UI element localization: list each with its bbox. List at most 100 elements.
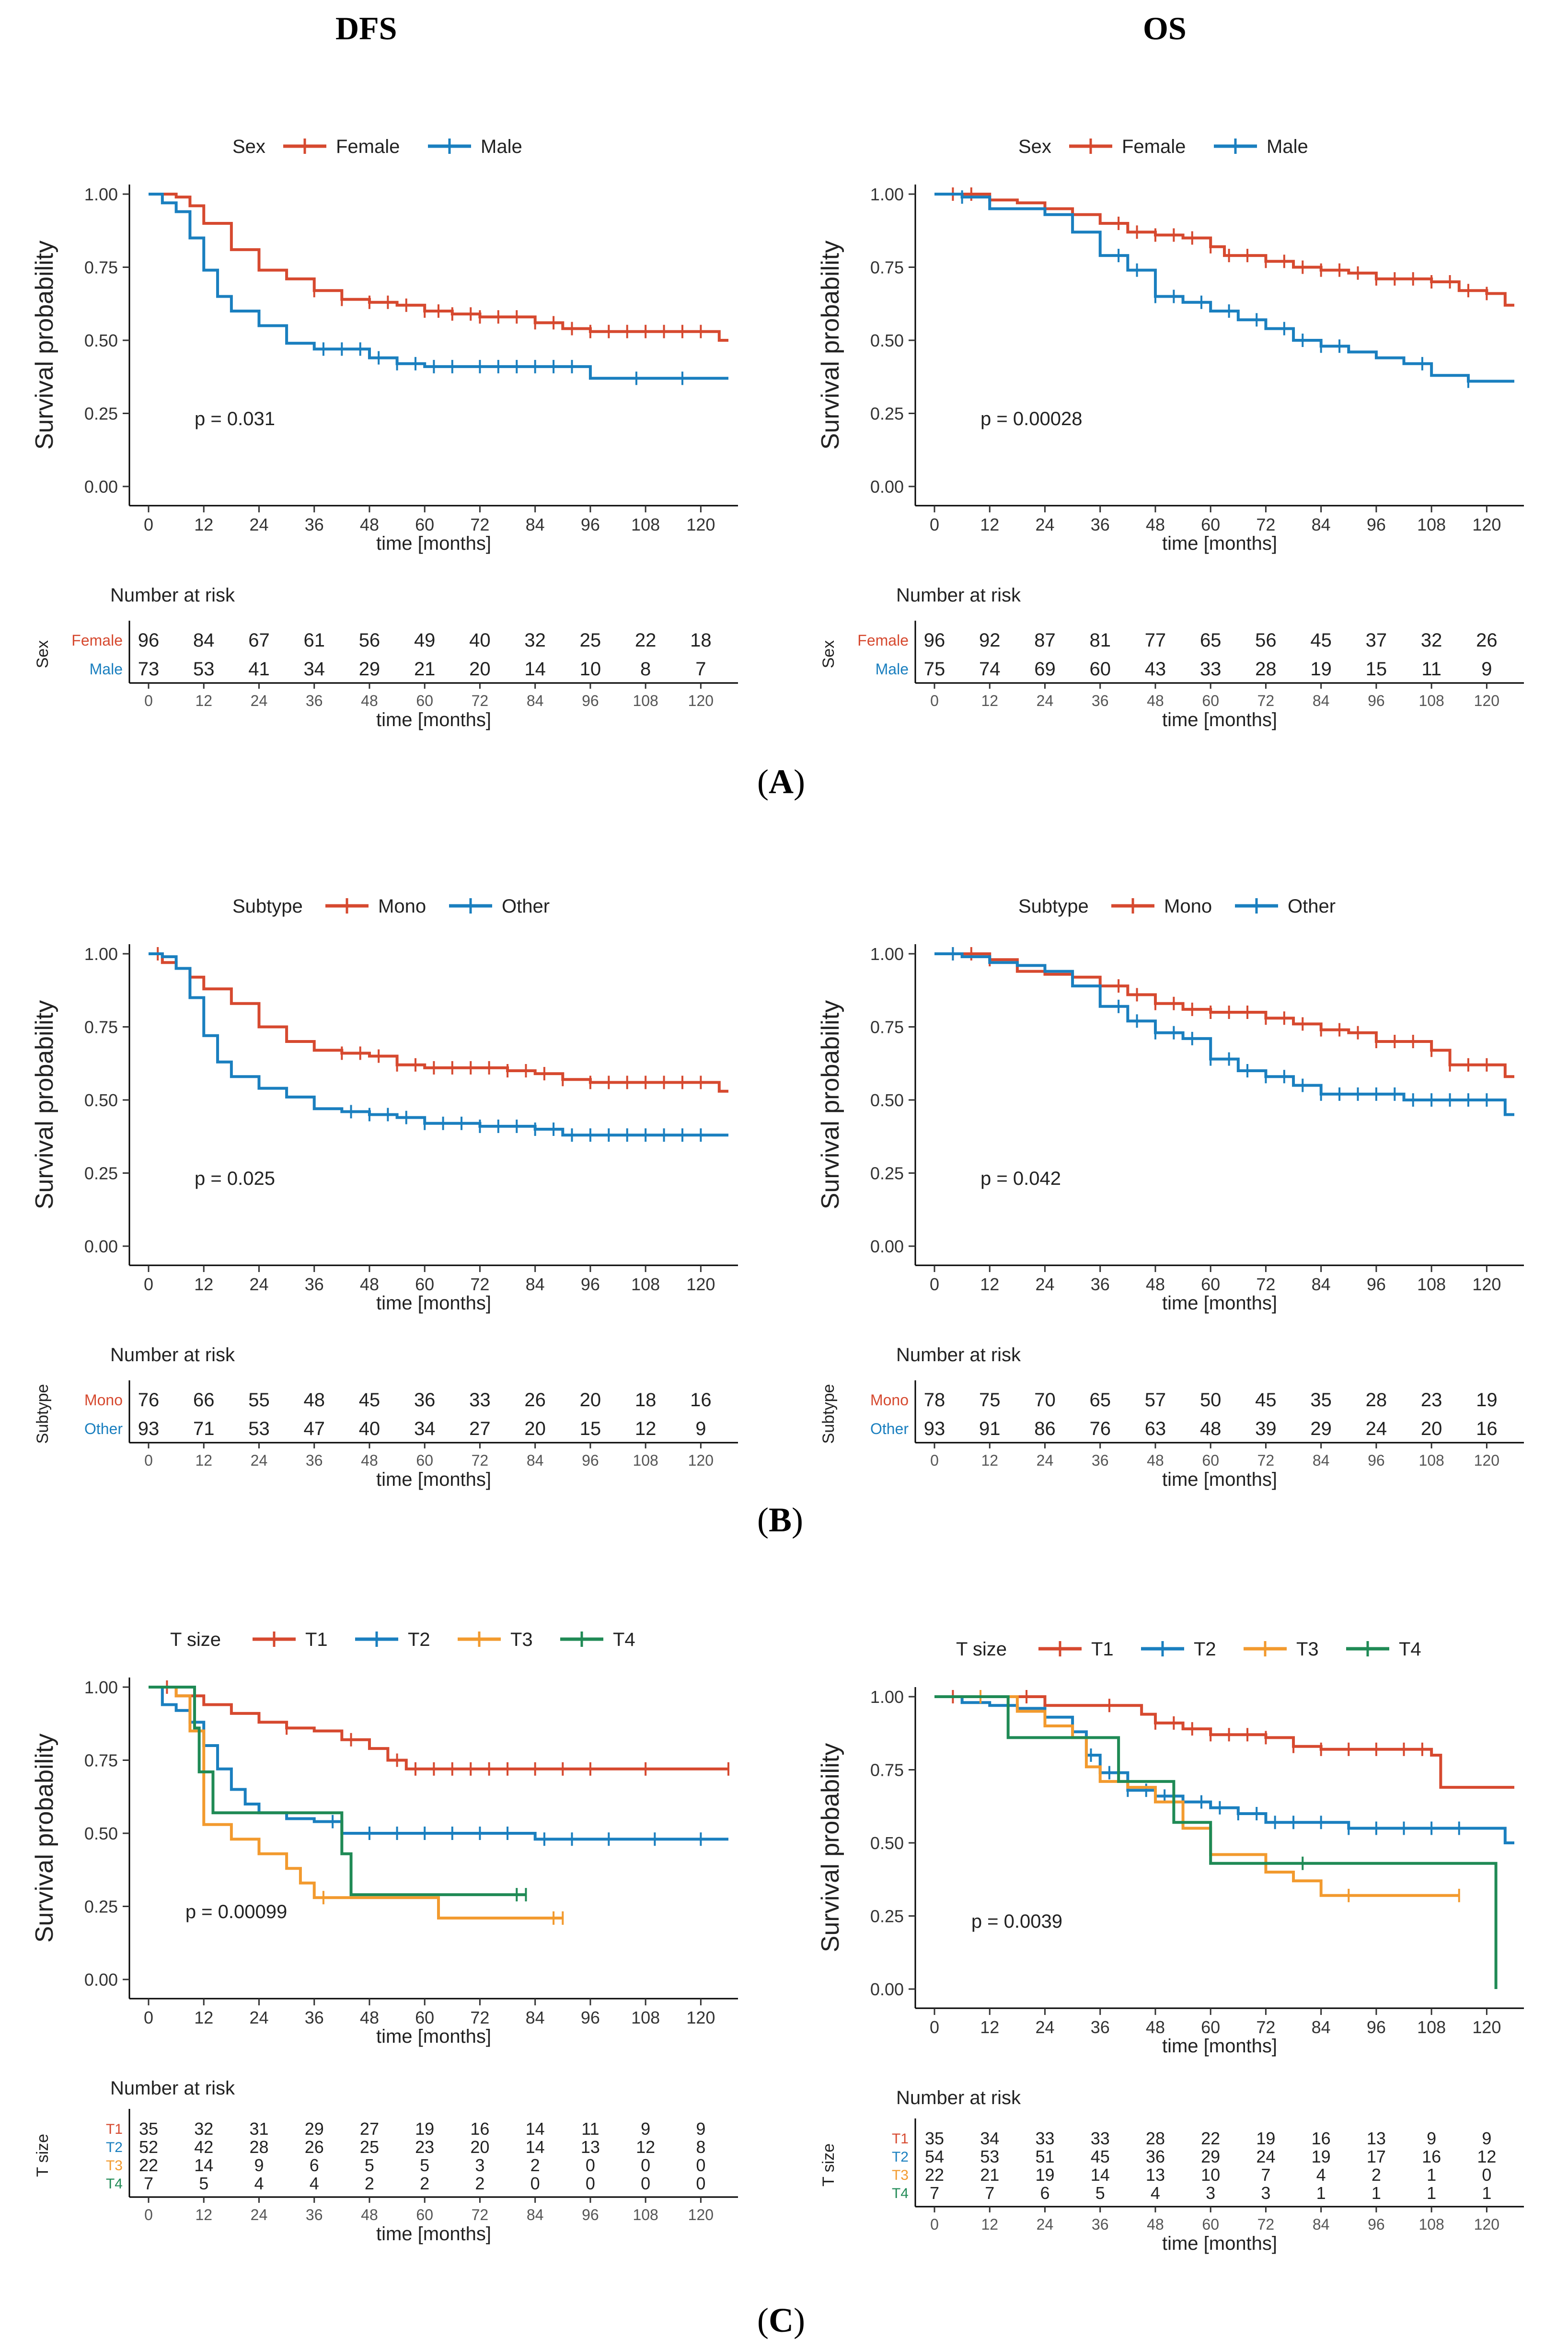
risk-table-title: Number at risk: [110, 2078, 235, 2099]
km-chart-a-os: Sex Female Male 0.00 0.25 0.50 0.75 1.00 0 12 24 36…: [817, 136, 1524, 730]
x-tick-label: 12: [980, 515, 999, 534]
y-tick-label: 0.25: [84, 1897, 118, 1917]
risk-group-label: T size: [34, 2134, 52, 2177]
curve-other: [934, 952, 1514, 1116]
x-tick-label: 96: [1367, 515, 1386, 534]
x-tick-label: 48: [360, 1274, 379, 1294]
y-tick-label: 0.25: [84, 404, 118, 424]
risk-x-tick-label: 12: [981, 1452, 998, 1469]
risk-x-tick-label: 0: [144, 1452, 153, 1469]
risk-x-tick-label: 12: [195, 2206, 212, 2223]
x-tick-label: 48: [360, 515, 379, 534]
risk-row-label-t1: T1: [892, 2131, 909, 2147]
x-tick-label: 84: [1312, 2017, 1331, 2037]
risk-value: 87: [1034, 630, 1056, 651]
legend-label-other: Other: [502, 896, 550, 917]
risk-value: 65: [1200, 630, 1222, 651]
y-tick-label: 0.25: [870, 1907, 904, 1926]
risk-x-tick-label: 108: [633, 2206, 658, 2223]
risk-value: 21: [980, 2165, 999, 2185]
risk-value: 22: [925, 2165, 944, 2185]
y-axis-label: Survival probability: [817, 1743, 844, 1952]
risk-value: 32: [524, 630, 546, 651]
risk-row-label-t3: T3: [106, 2158, 123, 2174]
risk-x-tick-label: 60: [416, 1452, 433, 1469]
x-tick-label: 84: [1312, 1274, 1331, 1294]
risk-value: 5: [199, 2174, 208, 2193]
y-tick-label: 0.75: [84, 1018, 118, 1037]
risk-value: 45: [1310, 630, 1332, 651]
risk-row-label-male: Male: [90, 660, 123, 678]
risk-value: 13: [1367, 2129, 1386, 2148]
risk-value: 52: [139, 2137, 158, 2157]
risk-value: 31: [249, 2119, 268, 2139]
risk-x-tick-label: 72: [472, 2206, 489, 2223]
risk-value: 3: [475, 2155, 484, 2175]
risk-value: 39: [1255, 1418, 1277, 1439]
y-axis-label: Survival probability: [31, 1734, 58, 1943]
risk-value: 9: [641, 2119, 650, 2139]
risk-value: 0: [696, 2155, 705, 2175]
risk-x-tick-label: 60: [1202, 692, 1219, 709]
risk-value: 76: [138, 1389, 160, 1411]
risk-value: 50: [1200, 1389, 1222, 1411]
p-value: p = 0.00099: [185, 1901, 287, 1922]
legend-title: T size: [956, 1639, 1007, 1660]
legend-title: Subtype: [232, 896, 303, 917]
x-tick-label: 120: [686, 515, 715, 534]
risk-value: 4: [310, 2174, 319, 2193]
risk-x-tick-label: 84: [527, 692, 544, 709]
risk-value: 92: [979, 630, 1001, 651]
x-tick-label: 0: [930, 2017, 939, 2037]
risk-value: 63: [1145, 1418, 1166, 1439]
risk-value: 19: [1035, 2165, 1054, 2185]
risk-value: 29: [359, 659, 380, 680]
risk-value: 29: [1201, 2147, 1220, 2166]
y-tick-label: 0.50: [84, 1090, 118, 1110]
risk-value: 24: [1256, 2147, 1275, 2166]
risk-value: 25: [360, 2137, 379, 2157]
risk-value: 75: [924, 659, 945, 680]
risk-value: 32: [1421, 630, 1442, 651]
risk-row-label-t2: T2: [106, 2140, 123, 2155]
x-tick-label: 60: [415, 1274, 434, 1294]
y-tick-label: 1.00: [870, 944, 904, 964]
x-tick-label: 96: [581, 1274, 600, 1294]
risk-x-tick-label: 48: [361, 2206, 378, 2223]
y-tick-label: 1.00: [870, 1687, 904, 1707]
risk-value: 37: [1366, 630, 1387, 651]
risk-value: 20: [1421, 1418, 1442, 1439]
risk-x-tick-label: 120: [1474, 2216, 1499, 2233]
risk-value: 45: [1091, 2147, 1110, 2166]
risk-value: 93: [138, 1418, 160, 1439]
risk-value: 18: [690, 630, 712, 651]
risk-value: 56: [1255, 630, 1277, 651]
y-tick-label: 0.75: [870, 1018, 904, 1037]
risk-value: 15: [580, 1418, 601, 1439]
risk-x-tick-label: 0: [144, 692, 153, 709]
risk-value: 9: [1482, 2129, 1491, 2148]
y-tick-label: 0.50: [870, 331, 904, 350]
y-axis-label: Survival probability: [31, 1000, 58, 1209]
x-tick-label: 48: [1146, 515, 1165, 534]
risk-value: 1: [1427, 2183, 1436, 2203]
x-tick-label: 36: [1091, 515, 1110, 534]
legend-title: T size: [170, 1629, 221, 1650]
x-tick-label: 84: [526, 1274, 545, 1294]
x-tick-label: 108: [1417, 515, 1446, 534]
x-tick-label: 72: [1256, 515, 1275, 534]
risk-value: 2: [475, 2174, 484, 2193]
risk-x-tick-label: 12: [195, 1452, 212, 1469]
y-tick-label: 0.75: [84, 258, 118, 278]
risk-table-title: Number at risk: [896, 1344, 1021, 1365]
y-tick-label: 1.00: [84, 944, 118, 964]
risk-x-tick-label: 120: [688, 2206, 714, 2223]
y-tick-label: 0.75: [870, 1760, 904, 1780]
x-tick-label: 24: [249, 1274, 268, 1294]
x-tick-label: 36: [1091, 2017, 1110, 2037]
y-tick-label: 1.00: [870, 185, 904, 204]
risk-value: 84: [193, 630, 215, 651]
risk-value: 81: [1089, 630, 1111, 651]
x-tick-label: 48: [360, 2008, 379, 2027]
risk-value: 20: [580, 1389, 601, 1411]
